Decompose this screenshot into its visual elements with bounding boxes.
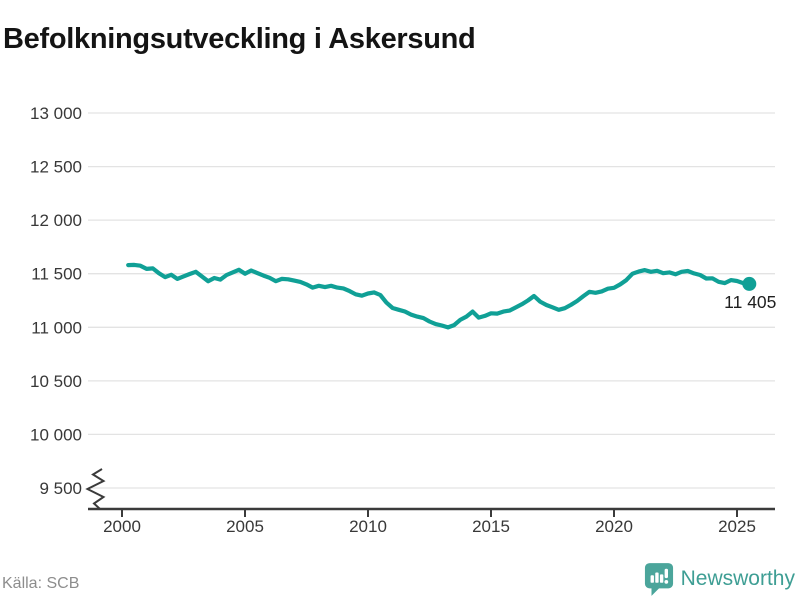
x-axis-tick-label: 2000 <box>103 517 141 536</box>
newsworthy-logo-icon <box>644 562 674 596</box>
x-axis-tick-label: 2005 <box>226 517 264 536</box>
y-axis-tick-label: 13 000 <box>30 104 82 123</box>
axis-break-icon <box>85 468 106 510</box>
y-axis-tick-label: 11 500 <box>31 265 82 284</box>
page-title: Befolkningsutveckling i Askersund <box>3 23 476 56</box>
y-axis-tick-label: 12 000 <box>30 211 82 230</box>
exclamation-dot <box>664 579 668 584</box>
y-axis-tick-label: 11 000 <box>31 318 82 337</box>
newsworthy-branding-link[interactable]: Newsworthy <box>644 562 795 596</box>
bar-icon-tall <box>654 572 659 583</box>
x-axis-tick-label: 2015 <box>472 517 510 536</box>
y-axis-tick-label: 9 500 <box>39 479 82 498</box>
end-value-label: 11 405 <box>724 292 776 312</box>
speech-bubble-shape <box>644 563 673 596</box>
bar-icon-medium <box>659 574 663 583</box>
y-axis-tick-label: 12 500 <box>30 158 82 177</box>
brand-name: Newsworthy <box>680 567 795 590</box>
population-line <box>126 262 752 330</box>
exclamation-bar <box>664 568 668 579</box>
x-axis-tick-label: 2025 <box>718 517 756 536</box>
y-axis-tick-label: 10 500 <box>30 372 82 391</box>
bar-icon-small <box>650 575 654 583</box>
y-axis-tick-label: 10 000 <box>30 425 82 444</box>
population-line-chart: 13 000 12 500 12 000 11 500 11 000 10 500 10 0… <box>30 104 776 536</box>
x-axis-tick-label: 2010 <box>349 517 387 536</box>
end-point-marker <box>742 276 757 291</box>
x-axis-tick-label: 2020 <box>595 517 633 536</box>
source-label: Källa: SCB <box>2 575 80 592</box>
